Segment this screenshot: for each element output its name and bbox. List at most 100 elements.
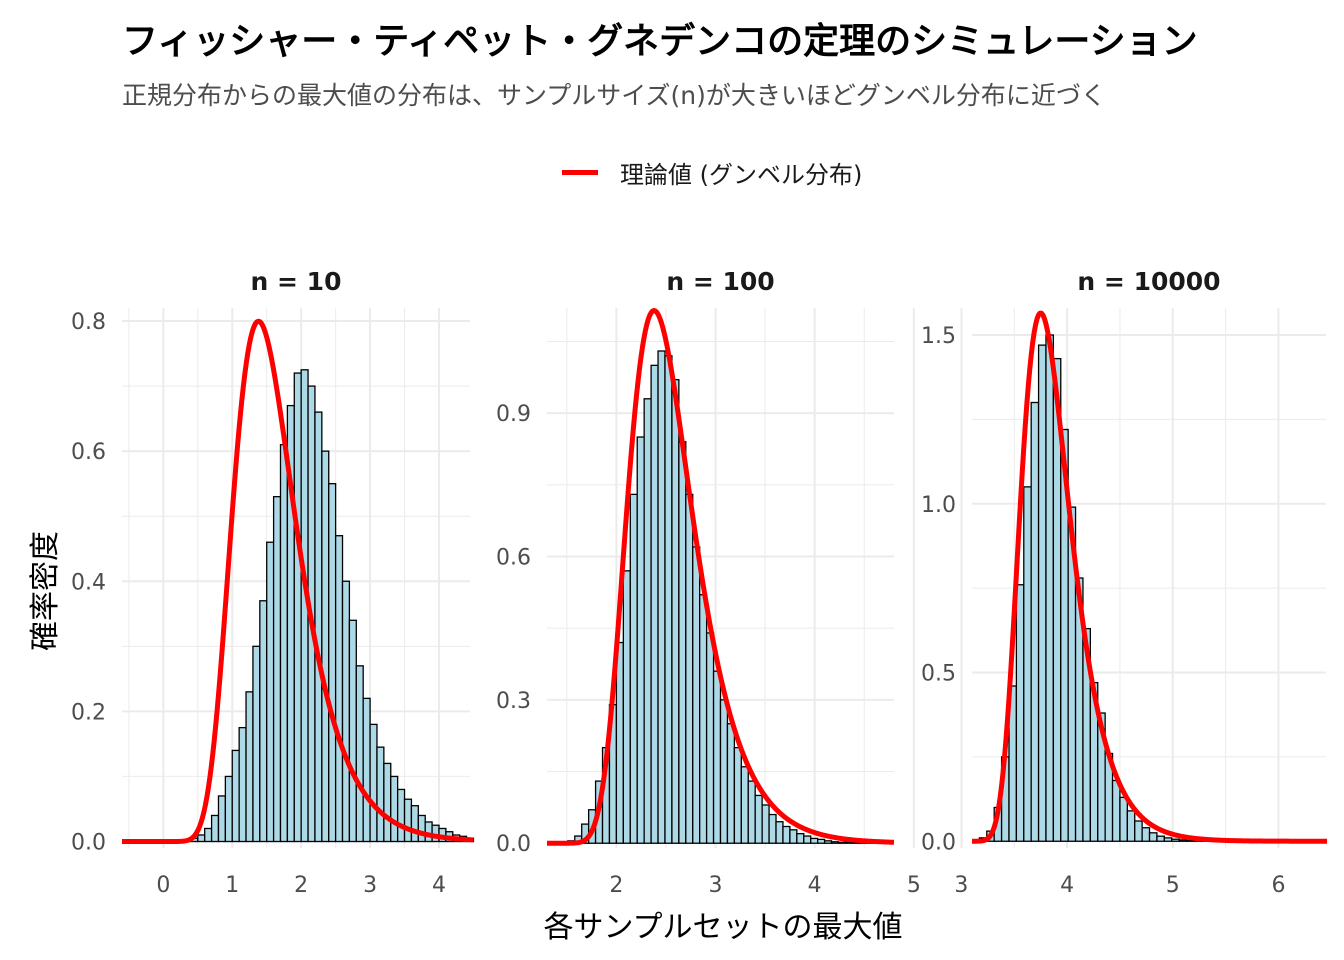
histogram-bar — [768, 813, 777, 844]
histogram-bar — [403, 798, 413, 843]
histogram-bar — [334, 535, 344, 843]
facet-label: n = 10000 — [1077, 267, 1220, 296]
x-tick-label: 1 — [225, 873, 239, 898]
x-tick-label: 5 — [907, 873, 921, 898]
legend: 理論値 (グンベル分布) — [562, 152, 862, 192]
histogram-bar — [823, 840, 833, 844]
histogram-bar — [740, 766, 749, 844]
histogram-bar — [224, 775, 233, 843]
legend-label: 理論値 (グンベル分布) — [620, 160, 863, 189]
histogram-bar — [259, 600, 268, 843]
x-tick-label: 2 — [609, 873, 623, 898]
histogram-bar — [754, 794, 763, 844]
histogram-bar — [272, 496, 282, 843]
x-tick-label: 4 — [808, 873, 822, 898]
histogram-bar — [1126, 810, 1136, 842]
histogram-bar — [362, 697, 371, 843]
histogram-bar — [369, 723, 378, 843]
histogram-bar — [321, 450, 330, 843]
histogram-bar — [231, 749, 240, 843]
x-tick-label: 3 — [363, 873, 377, 898]
histogram-bar — [1134, 820, 1143, 842]
histogram-bar — [692, 546, 701, 844]
x-axis-label: 各サンプルセットの最大値 — [543, 910, 903, 945]
x-tick-label: 4 — [1060, 873, 1074, 898]
histogram-bar — [1148, 832, 1158, 842]
chart-subtitle: 正規分布からの最大値の分布は、サンプルサイズ(n)が大きいほどグンベル分布に近づ… — [122, 81, 1106, 110]
gumbel-curve — [120, 318, 475, 844]
histogram-bar — [266, 541, 275, 843]
histogram-bar — [1185, 839, 1195, 842]
histogram-bar — [643, 398, 652, 844]
y-tick-label: 0.0 — [496, 832, 531, 857]
histogram-bar — [1178, 839, 1188, 842]
gumbel-curve — [970, 310, 1329, 844]
histogram-bar — [629, 493, 638, 844]
y-tick-label: 0.6 — [496, 545, 531, 570]
facet-label: n = 10 — [251, 267, 342, 296]
chart-title: フィッシャー・ティペット・グネデンコの定理のシミュレーション — [122, 21, 1198, 62]
histogram-bar — [390, 775, 399, 843]
x-tick-label: 3 — [709, 873, 723, 898]
histogram-bar — [217, 795, 227, 843]
histogram-bar — [410, 805, 419, 843]
histogram-bar — [1156, 835, 1165, 842]
y-tick-label: 0.8 — [71, 310, 106, 335]
histogram-bar — [396, 788, 406, 843]
y-tick-label: 1.5 — [921, 324, 956, 349]
histogram-bar — [657, 350, 666, 844]
histogram-bar — [844, 841, 854, 844]
histogram-bar — [1163, 837, 1173, 842]
histogram-bar — [671, 379, 680, 844]
y-tick-label: 1.0 — [921, 493, 956, 518]
histogram-bar — [705, 632, 715, 844]
histogram-bar — [789, 829, 798, 844]
x-tick-label: 3 — [954, 873, 968, 898]
legend-key-line — [562, 169, 598, 175]
y-tick-label: 0.0 — [921, 830, 956, 855]
histogram-bar — [424, 821, 433, 843]
histogram-bar — [376, 746, 385, 843]
y-tick-label: 0.9 — [496, 402, 531, 427]
histogram-bar — [664, 355, 673, 844]
histogram-bar — [761, 804, 770, 844]
histogram-bar — [650, 364, 659, 844]
histogram-bar — [1141, 827, 1151, 842]
histogram-bar — [615, 641, 624, 844]
histogram-bar — [796, 833, 805, 844]
histogram-bar — [279, 443, 289, 843]
histogram-bar — [782, 825, 791, 844]
x-tick-label: 2 — [294, 873, 308, 898]
histogram-bar — [837, 841, 847, 844]
y-tick-label: 0.6 — [71, 440, 106, 465]
histogram-bar — [1045, 334, 1055, 842]
histogram-bar — [1119, 796, 1128, 842]
histogram-bar — [1023, 486, 1032, 842]
histogram-bar — [252, 645, 261, 843]
y-tick-label: 0.5 — [921, 662, 956, 687]
histogram-bar — [245, 691, 254, 843]
y-tick-label: 0.0 — [71, 830, 106, 855]
histogram-bar — [293, 372, 302, 843]
histogram-bar — [830, 841, 840, 844]
histogram-bar — [328, 483, 337, 843]
histogram-bar — [314, 411, 323, 843]
gumbel-curve — [545, 307, 896, 846]
histogram-bar — [1171, 838, 1180, 842]
y-tick-label: 0.2 — [71, 700, 106, 725]
histogram-bar — [210, 814, 220, 843]
histogram-bar — [238, 726, 247, 843]
histogram-bar — [1037, 344, 1047, 842]
x-tick-label: 5 — [1166, 873, 1180, 898]
histogram-bar — [699, 594, 708, 844]
histogram-bar — [197, 834, 206, 843]
histogram-bar — [1030, 401, 1040, 842]
histogram-bar — [1015, 584, 1025, 842]
histogram-bar — [775, 821, 784, 844]
histogram-bar — [685, 493, 694, 844]
histogram-bar — [622, 570, 631, 844]
histogram-bar — [733, 746, 742, 844]
histogram-bar — [417, 814, 426, 843]
histogram-bar — [719, 699, 729, 844]
